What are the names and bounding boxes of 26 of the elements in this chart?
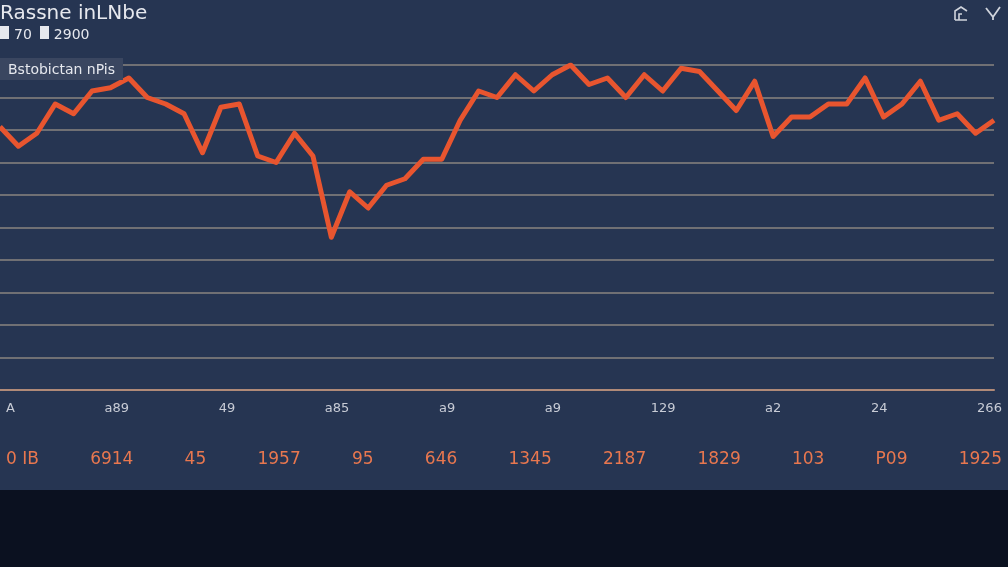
text: 95 (351, 448, 374, 468)
text: 1345 (508, 448, 552, 468)
text: 0 IB (6, 448, 39, 468)
text: a85 (324, 400, 350, 415)
text: 45 (184, 448, 207, 468)
text: a89 (104, 400, 130, 415)
text: 129 (650, 400, 676, 415)
text: a9 (544, 400, 562, 415)
text: 646 (424, 448, 458, 468)
text: 1829 (697, 448, 741, 468)
text: 49 (218, 400, 236, 415)
text: a9 (438, 400, 456, 415)
text: 1957 (257, 448, 301, 468)
text: 2187 (602, 448, 647, 468)
chart-title: Rassne inLNbe (0, 0, 148, 24)
chart-subtitle: Bstobictan nPis (0, 58, 124, 80)
text: 103 (791, 448, 825, 468)
text: 6914 (90, 448, 134, 468)
text: a2 (765, 400, 782, 415)
text: 266 (977, 400, 1002, 415)
text: 24 (870, 400, 888, 415)
text: 70 (13, 26, 32, 42)
text: P09 (875, 448, 908, 468)
text: A (6, 400, 15, 415)
text: 2900 (52, 26, 90, 42)
text: 1925 (958, 448, 1002, 468)
